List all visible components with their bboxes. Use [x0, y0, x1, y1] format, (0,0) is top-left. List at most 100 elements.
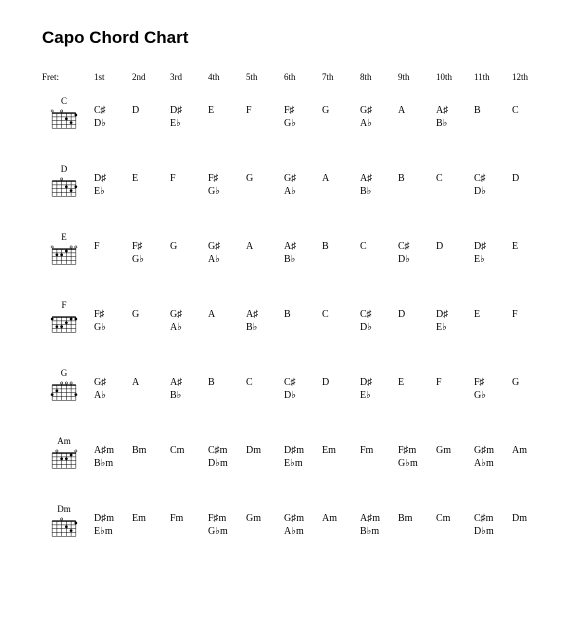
chord-name: F: [61, 300, 66, 310]
note-sharp: E: [512, 241, 550, 254]
note-sharp: Gm: [436, 445, 474, 458]
transpose-cell: G♯A♭: [284, 160, 322, 208]
chord-block: E: [42, 228, 86, 276]
note-sharp: D: [512, 173, 550, 186]
transpose-cell: C♯D♭: [474, 160, 512, 208]
fret-header: 6th: [284, 72, 322, 92]
chord-block: C: [42, 92, 86, 140]
transpose-cell: D: [512, 160, 550, 208]
note-sharp: F♯: [284, 105, 322, 118]
note-flat: B♭: [170, 390, 208, 403]
chord-diagram: [50, 380, 78, 402]
note-flat: E♭: [436, 322, 474, 335]
note-sharp: G: [246, 173, 284, 186]
note-sharp: A♯m: [360, 513, 398, 526]
transpose-cell: A: [322, 160, 360, 208]
transpose-cell: B: [284, 296, 322, 344]
transpose-cell: D♯mE♭m: [94, 500, 132, 548]
row-spacer: [42, 480, 550, 500]
transpose-cell: A: [132, 364, 170, 412]
fret-header: 9th: [398, 72, 436, 92]
chord-name: G: [61, 368, 68, 378]
chord-block: G: [42, 364, 86, 412]
transpose-cell: A♯mB♭m: [94, 432, 132, 480]
note-sharp: G♯: [360, 105, 398, 118]
note-sharp: F♯: [132, 241, 170, 254]
note-sharp: Bm: [398, 513, 436, 526]
note-flat: A♭: [170, 322, 208, 335]
note-sharp: G: [322, 105, 360, 118]
transpose-cell: F: [512, 296, 550, 344]
transpose-cell: G: [322, 92, 360, 140]
note-sharp: E: [398, 377, 436, 390]
transpose-cell: C♯mD♭m: [208, 432, 246, 480]
transpose-cell: F♯G♭: [94, 296, 132, 344]
transpose-cell: C: [436, 160, 474, 208]
note-sharp: C♯: [284, 377, 322, 390]
note-flat: B♭: [436, 118, 474, 131]
note-sharp: A♯: [284, 241, 322, 254]
note-sharp: C♯: [94, 105, 132, 118]
transpose-cell: G: [170, 228, 208, 276]
transpose-cell: Bm: [398, 500, 436, 548]
transpose-cell: F♯G♭: [474, 364, 512, 412]
transpose-cell: Fm: [360, 432, 398, 480]
chord-name: Am: [57, 436, 71, 446]
transpose-cell: E: [208, 92, 246, 140]
note-sharp: E: [132, 173, 170, 186]
transpose-cell: A: [246, 228, 284, 276]
transpose-cell: G♯mA♭m: [474, 432, 512, 480]
note-flat: G♭: [474, 390, 512, 403]
note-sharp: F♯m: [398, 445, 436, 458]
note-sharp: D♯m: [94, 513, 132, 526]
note-sharp: F: [246, 105, 284, 118]
note-sharp: Cm: [170, 445, 208, 458]
note-sharp: Fm: [170, 513, 208, 526]
page-title: Capo Chord Chart: [42, 28, 562, 48]
transpose-cell: D: [132, 92, 170, 140]
note-sharp: C: [436, 173, 474, 186]
transpose-cell: G: [132, 296, 170, 344]
note-sharp: G: [170, 241, 208, 254]
transpose-cell: B: [208, 364, 246, 412]
transpose-cell: A♯B♭: [246, 296, 284, 344]
transpose-cell: G♯A♭: [208, 228, 246, 276]
note-sharp: A♯: [170, 377, 208, 390]
transpose-cell: F♯G♭: [284, 92, 322, 140]
note-flat: B♭m: [94, 458, 132, 471]
note-sharp: F♯: [474, 377, 512, 390]
note-sharp: B: [474, 105, 512, 118]
transpose-cell: F: [246, 92, 284, 140]
transpose-cell: G♯A♭: [170, 296, 208, 344]
transpose-cell: F♯G♭: [132, 228, 170, 276]
transpose-cell: A♯B♭: [284, 228, 322, 276]
note-sharp: G♯: [208, 241, 246, 254]
note-sharp: B: [398, 173, 436, 186]
row-spacer: [42, 548, 550, 568]
note-sharp: D: [436, 241, 474, 254]
note-flat: B♭m: [360, 526, 398, 539]
transpose-cell: C: [512, 92, 550, 140]
note-flat: D♭m: [208, 458, 246, 471]
transpose-cell: Cm: [170, 432, 208, 480]
note-flat: D♭: [284, 390, 322, 403]
note-flat: G♭: [132, 254, 170, 267]
capo-chart: Fret:1st2nd3rd4th5th6th7th8th9th10th11th…: [42, 72, 562, 568]
note-sharp: Bm: [132, 445, 170, 458]
transpose-cell: F: [436, 364, 474, 412]
transpose-cell: D: [436, 228, 474, 276]
transpose-cell: Fm: [170, 500, 208, 548]
transpose-cell: C: [322, 296, 360, 344]
note-sharp: A: [132, 377, 170, 390]
note-flat: E♭: [360, 390, 398, 403]
note-sharp: D: [132, 105, 170, 118]
transpose-cell: F♯mG♭m: [398, 432, 436, 480]
note-flat: A♭m: [474, 458, 512, 471]
note-sharp: F♯m: [208, 513, 246, 526]
note-sharp: Cm: [436, 513, 474, 526]
note-sharp: D♯: [94, 173, 132, 186]
note-flat: A♭: [284, 186, 322, 199]
note-sharp: A♯: [360, 173, 398, 186]
note-sharp: Dm: [512, 513, 550, 526]
note-sharp: D♯: [360, 377, 398, 390]
